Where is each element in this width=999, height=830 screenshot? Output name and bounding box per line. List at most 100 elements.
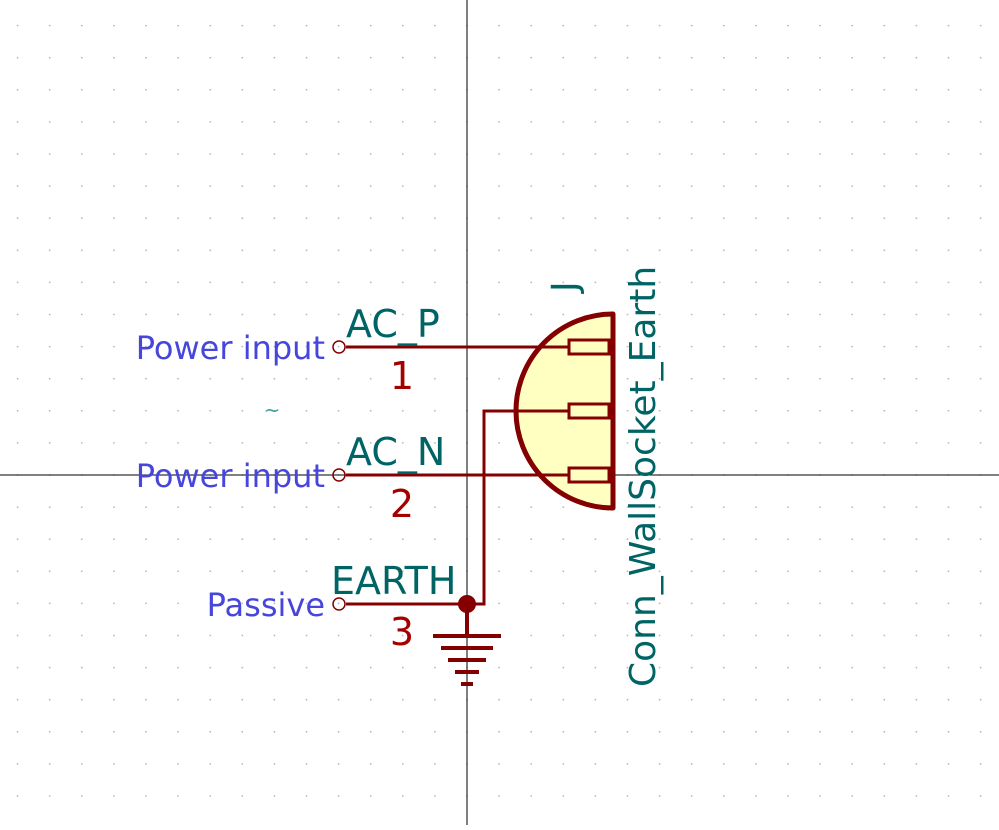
grid-dot [209,249,212,252]
grid-dot [819,634,821,637]
grid-dot [819,281,821,284]
grid-dot [48,763,51,765]
symbol-value[interactable]: Conn_WallSocket_Earth [623,266,664,687]
grid-dot [48,281,51,284]
grid-dot [690,24,693,27]
grid-dot [16,409,19,412]
grid-dot [626,698,629,701]
grid-dot [337,570,340,573]
grid-dot [113,88,115,91]
pin-1-endpoint[interactable] [332,340,346,354]
grid-dot [915,377,918,380]
grid-dot [209,538,212,541]
grid-dot [626,763,629,765]
grid-dot [690,666,693,669]
grid-dot [241,281,244,284]
grid-dot [401,795,404,797]
grid-dot [48,56,51,59]
grid-dot [690,56,693,59]
grid-dot [787,795,789,797]
grid-dot [626,24,629,27]
grid-dot [241,602,244,605]
grid-dot [241,153,244,155]
grid-dot [787,377,789,380]
grid-dot [947,763,950,765]
grid-dot [562,88,565,91]
grid-dot [177,666,180,669]
grid-dot [209,281,212,284]
grid-dot [819,442,821,444]
grid-dot [594,795,597,797]
grid-dot [915,602,918,605]
grid-dot [755,153,757,155]
grid-dot [273,24,276,27]
grid-dot [626,666,629,669]
grid-dot [401,570,404,573]
grid-dot [787,185,789,188]
grid-dot [80,185,83,188]
grid-dot [722,377,725,380]
grid-dot [883,602,886,605]
grid-dot [369,249,372,252]
grid-dot [369,313,372,316]
grid-dot [177,409,180,412]
grid-dot [690,153,693,155]
grid-dot [113,763,115,765]
grid-dot [658,409,661,412]
grid-dot [851,377,854,380]
grid-dot [369,763,372,765]
grid-dot [48,602,51,605]
grid-dot [305,730,308,733]
grid-dot [337,442,340,444]
grid-dot [145,24,147,27]
grid-dot [80,698,83,701]
reference-designator[interactable]: J [545,281,586,294]
grid-dot [947,185,950,188]
grid-dot [658,121,661,123]
grid-dot [530,24,533,27]
grid-dot [305,121,308,123]
grid-dot [273,570,276,573]
grid-dot [16,345,19,348]
grid-dot [113,217,115,220]
grid-dot [80,88,83,91]
grid-dot [48,185,51,188]
grid-dot [241,634,244,637]
grid-dot [562,538,565,541]
grid-dot [787,121,789,123]
grid-dot [819,602,821,605]
grid-dot [530,153,533,155]
grid-dot [594,217,597,220]
grid-dot [979,763,982,765]
grid-dot [594,634,597,637]
grid-dot [626,730,629,733]
grid-dot [530,795,533,797]
grid-dot [113,185,115,188]
grid-dot [337,698,340,701]
grid-dot [434,570,436,573]
grid-dot [562,56,565,59]
grid-dot [241,538,244,541]
pin-2-endpoint[interactable] [332,468,346,482]
grid-dot [979,730,982,733]
grid-dot [305,345,308,348]
grid-dot [690,602,693,605]
grid-dot [594,88,597,91]
pin-3-endpoint[interactable] [332,597,346,611]
grid-dot [48,538,51,541]
grid-dot [241,763,244,765]
grid-dot [530,506,533,508]
grid-dot [658,442,661,444]
grid-dot [690,730,693,733]
grid-dot [979,24,982,27]
grid-dot [337,217,340,220]
grid-dot [401,666,404,669]
grid-dot [722,185,725,188]
grid-dot [273,377,276,380]
grid-dot [273,698,276,701]
grid-dot [305,570,308,573]
grid-dot [145,88,147,91]
grid-dot [48,698,51,701]
